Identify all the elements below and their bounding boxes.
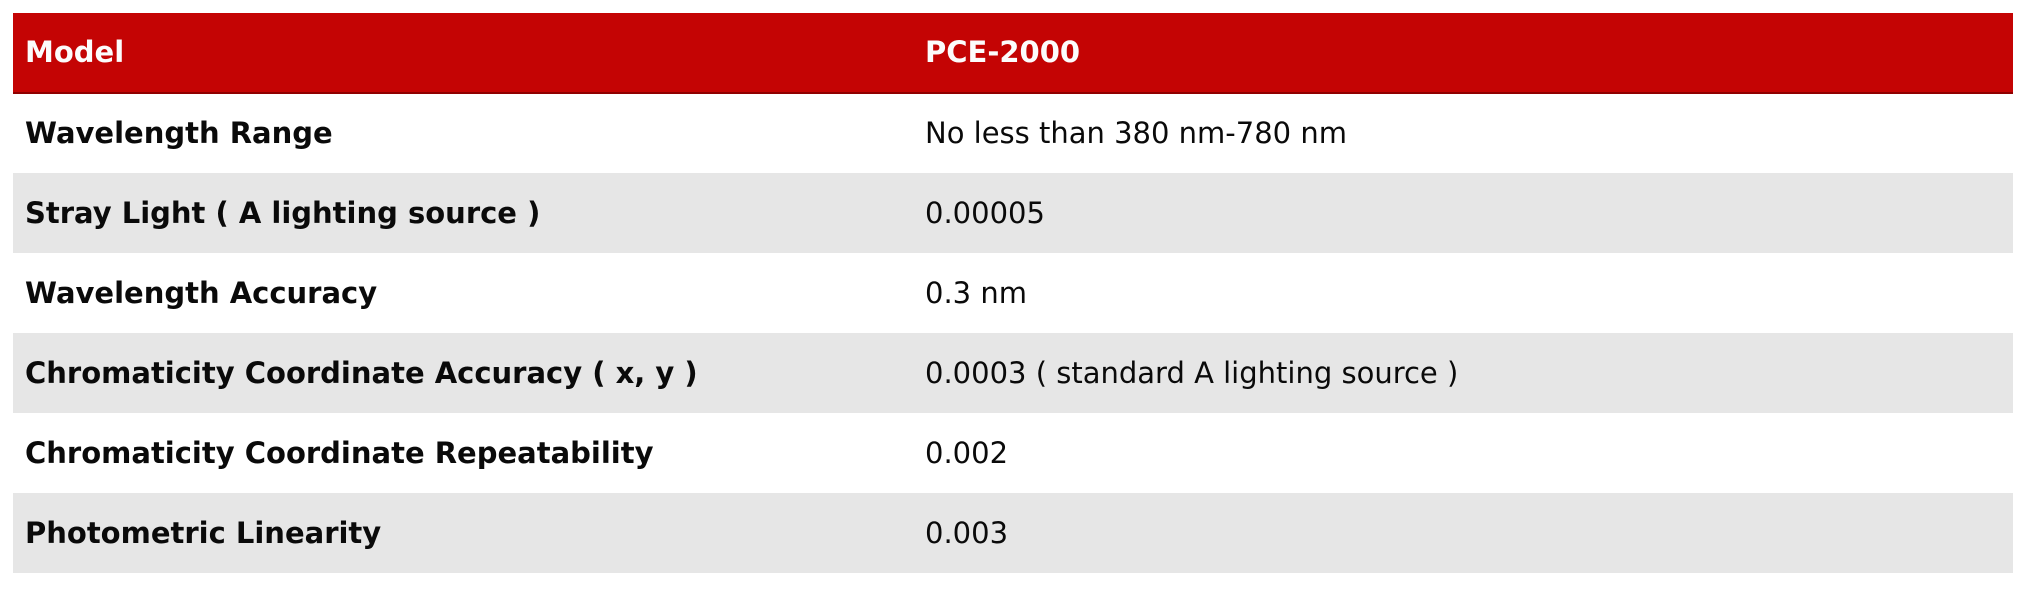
spec-label: Wavelength Range (25, 116, 333, 150)
spec-label: Chromaticity Coordinate Accuracy ( x, y … (25, 355, 698, 390)
table-row-stray-light: Stray Light ( A lighting source ) 0.0000… (13, 173, 2013, 253)
spec-value: 0.3 nm (925, 275, 1027, 310)
table-row-wavelength-range: Wavelength Range No less than 380 nm-780… (13, 93, 2013, 173)
spec-table-page: Model PCE-2000 Wavelength Range No less … (13, 13, 2013, 573)
spec-label: Wavelength Accuracy (25, 275, 378, 310)
table-header-row: Model PCE-2000 (13, 13, 2013, 93)
table-row-chromaticity-accuracy: Chromaticity Coordinate Accuracy ( x, y … (13, 333, 2013, 413)
table-row-photometric-linearity: Photometric Linearity 0.003 (13, 493, 2013, 573)
table-row-wavelength-accuracy: Wavelength Accuracy 0.3 nm (13, 253, 2013, 333)
spec-value: 0.002 (925, 435, 1009, 470)
spec-label: Chromaticity Coordinate Repeatability (25, 435, 654, 470)
spec-value: 0.0003 ( standard A lighting source ) (925, 355, 1459, 390)
spec-label: Photometric Linearity (25, 515, 382, 550)
table-row-chromaticity-repeatability: Chromaticity Coordinate Repeatability 0.… (13, 413, 2013, 493)
spec-value: No less than 380 nm-780 nm (925, 116, 1347, 150)
header-cell-product-name: PCE-2000 (925, 35, 1081, 69)
specifications-table: Model PCE-2000 Wavelength Range No less … (13, 13, 2013, 573)
spec-value: 0.00005 (925, 195, 1045, 230)
header-cell-model: Model (25, 35, 125, 69)
spec-value: 0.003 (925, 515, 1009, 550)
spec-label: Stray Light ( A lighting source ) (25, 195, 541, 230)
